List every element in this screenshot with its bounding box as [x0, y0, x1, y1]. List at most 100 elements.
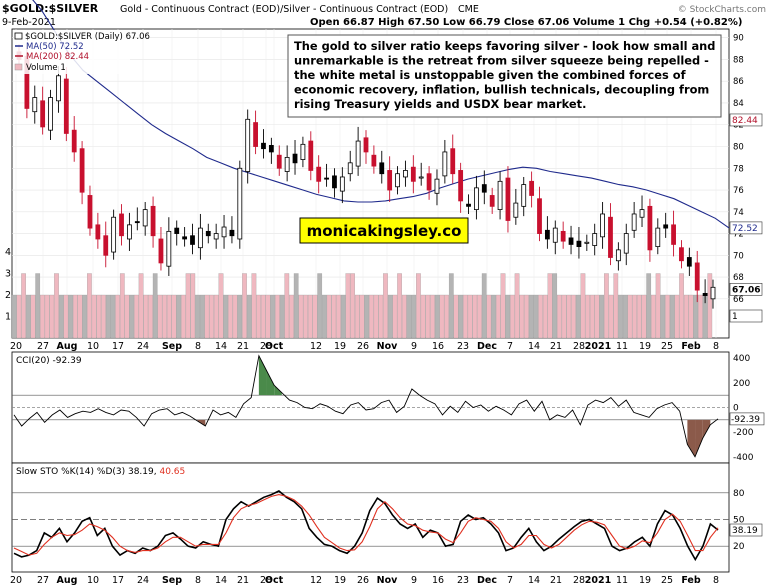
volume-bar: [148, 294, 153, 339]
candle-body: [623, 233, 629, 254]
volume-bar: [679, 273, 684, 339]
candle-body: [308, 140, 314, 171]
x-tick-label: 14: [215, 575, 227, 586]
volume-bar: [566, 294, 572, 339]
x-tick-label: 20: [10, 575, 22, 586]
volume-bar: [223, 294, 229, 339]
volume-bar: [660, 294, 666, 339]
legend-ma200: MA(200) 82.44: [26, 52, 89, 62]
volume-bar: [44, 294, 50, 339]
x-tick-label: 24: [137, 341, 149, 352]
candle-body: [600, 213, 605, 238]
price-tick-label: 70: [733, 251, 744, 261]
volume-bar: [547, 273, 553, 339]
volume-bar: [580, 273, 586, 339]
volume-bar: [618, 294, 623, 339]
x-tick-label: 17: [112, 341, 124, 352]
volume-bar: [58, 294, 64, 339]
volume-bar: [265, 294, 271, 339]
candle-body: [410, 166, 416, 182]
x-tick-label: 28: [573, 575, 585, 586]
volume-bar: [392, 294, 398, 339]
cci-grid: [12, 394, 729, 421]
volume-bar: [439, 294, 445, 339]
x-tick-label: Feb: [681, 575, 701, 586]
cci-label: CCI(20) -92.39: [16, 356, 82, 366]
x-tick-label: 16: [432, 341, 444, 352]
candle-body: [316, 166, 322, 182]
candle-body: [103, 235, 109, 256]
candle-body: [710, 286, 716, 300]
volume-bar: [613, 273, 619, 339]
symbol-title: $GOLD:$SILVER: [2, 2, 99, 15]
volume-axis: 1 2 3 4: [5, 247, 11, 323]
x-tick-label: 28: [260, 341, 272, 352]
volume-bar: [524, 294, 529, 339]
cci-fill-negative: [702, 419, 711, 439]
volume-bar: [312, 294, 318, 339]
candles: [16, 44, 716, 309]
ma200-badge-bg: [729, 113, 763, 127]
volume-bar: [481, 273, 487, 339]
volume-bar: [425, 294, 431, 339]
x-tick-label: Dec: [477, 575, 497, 586]
volume-badge: 1: [732, 312, 738, 322]
candle-body: [434, 178, 440, 194]
candle-body: [442, 151, 448, 177]
candle-body: [158, 238, 164, 264]
volume-bar: [495, 294, 501, 339]
cci-badge: -92.39: [731, 415, 760, 425]
candle-body: [276, 154, 282, 169]
legend-volume: Volume 1: [26, 63, 66, 73]
cci-tick-label: 200: [733, 379, 750, 389]
cci-line: [13, 354, 719, 458]
volume-bar: [420, 294, 426, 339]
volume-bar: [622, 294, 628, 339]
x-tick-label: 28: [260, 575, 272, 586]
exchange-label: CME: [458, 4, 479, 15]
candle-body: [95, 224, 101, 240]
volume-bar: [514, 273, 520, 339]
candle-body: [576, 240, 582, 248]
candle-body: [450, 148, 456, 175]
sto-d-line: [13, 494, 719, 556]
legend-ma50: MA(50) 72.52: [26, 42, 84, 52]
price-tick-label: 76: [733, 186, 744, 196]
x-tick-label: 19: [639, 341, 651, 352]
candle-body: [174, 227, 180, 234]
ma50-badge: 72.52: [732, 224, 758, 234]
volume-bar: [655, 273, 661, 339]
price-legend: $GOLD:$SILVER (Daily) 67.06 MA(50) 72.52…: [14, 30, 150, 74]
candle-body: [79, 148, 85, 193]
candle-body: [166, 230, 172, 267]
x-tick-label: 19: [334, 341, 346, 352]
x-tick-label: 26: [357, 575, 369, 586]
candle-body: [466, 203, 471, 207]
x-tick-label: Sep: [162, 575, 182, 586]
volume-bar: [575, 294, 581, 339]
volume-bar: [232, 294, 238, 339]
volume-bar: [293, 273, 299, 339]
volume-bar: [30, 294, 36, 339]
volume-bar: [571, 294, 576, 339]
candle-body: [552, 227, 558, 243]
candle-body: [197, 227, 203, 249]
candle-body: [631, 213, 637, 231]
cci-plot: [13, 354, 719, 458]
sto-label-main: Slow STO %K(14) %D(3) 38.19,: [16, 467, 159, 477]
annotation-text: The gold to silver ratio keeps favoring …: [294, 39, 715, 111]
volume-bar: [251, 273, 257, 339]
x-tick-label: 17: [112, 575, 124, 586]
volume-bar: [557, 294, 562, 339]
volume-bar: [651, 294, 656, 339]
candle-body: [237, 167, 243, 240]
volume-bar: [387, 294, 393, 339]
volume-bar: [279, 294, 285, 339]
volume-bar: [195, 294, 200, 339]
volume-bar: [284, 273, 290, 339]
candle-body: [387, 170, 393, 191]
volume-bar: [322, 294, 327, 339]
x-tick-label: 23: [457, 575, 469, 586]
volume-bar: [96, 294, 102, 339]
volume-bar: [608, 294, 614, 339]
